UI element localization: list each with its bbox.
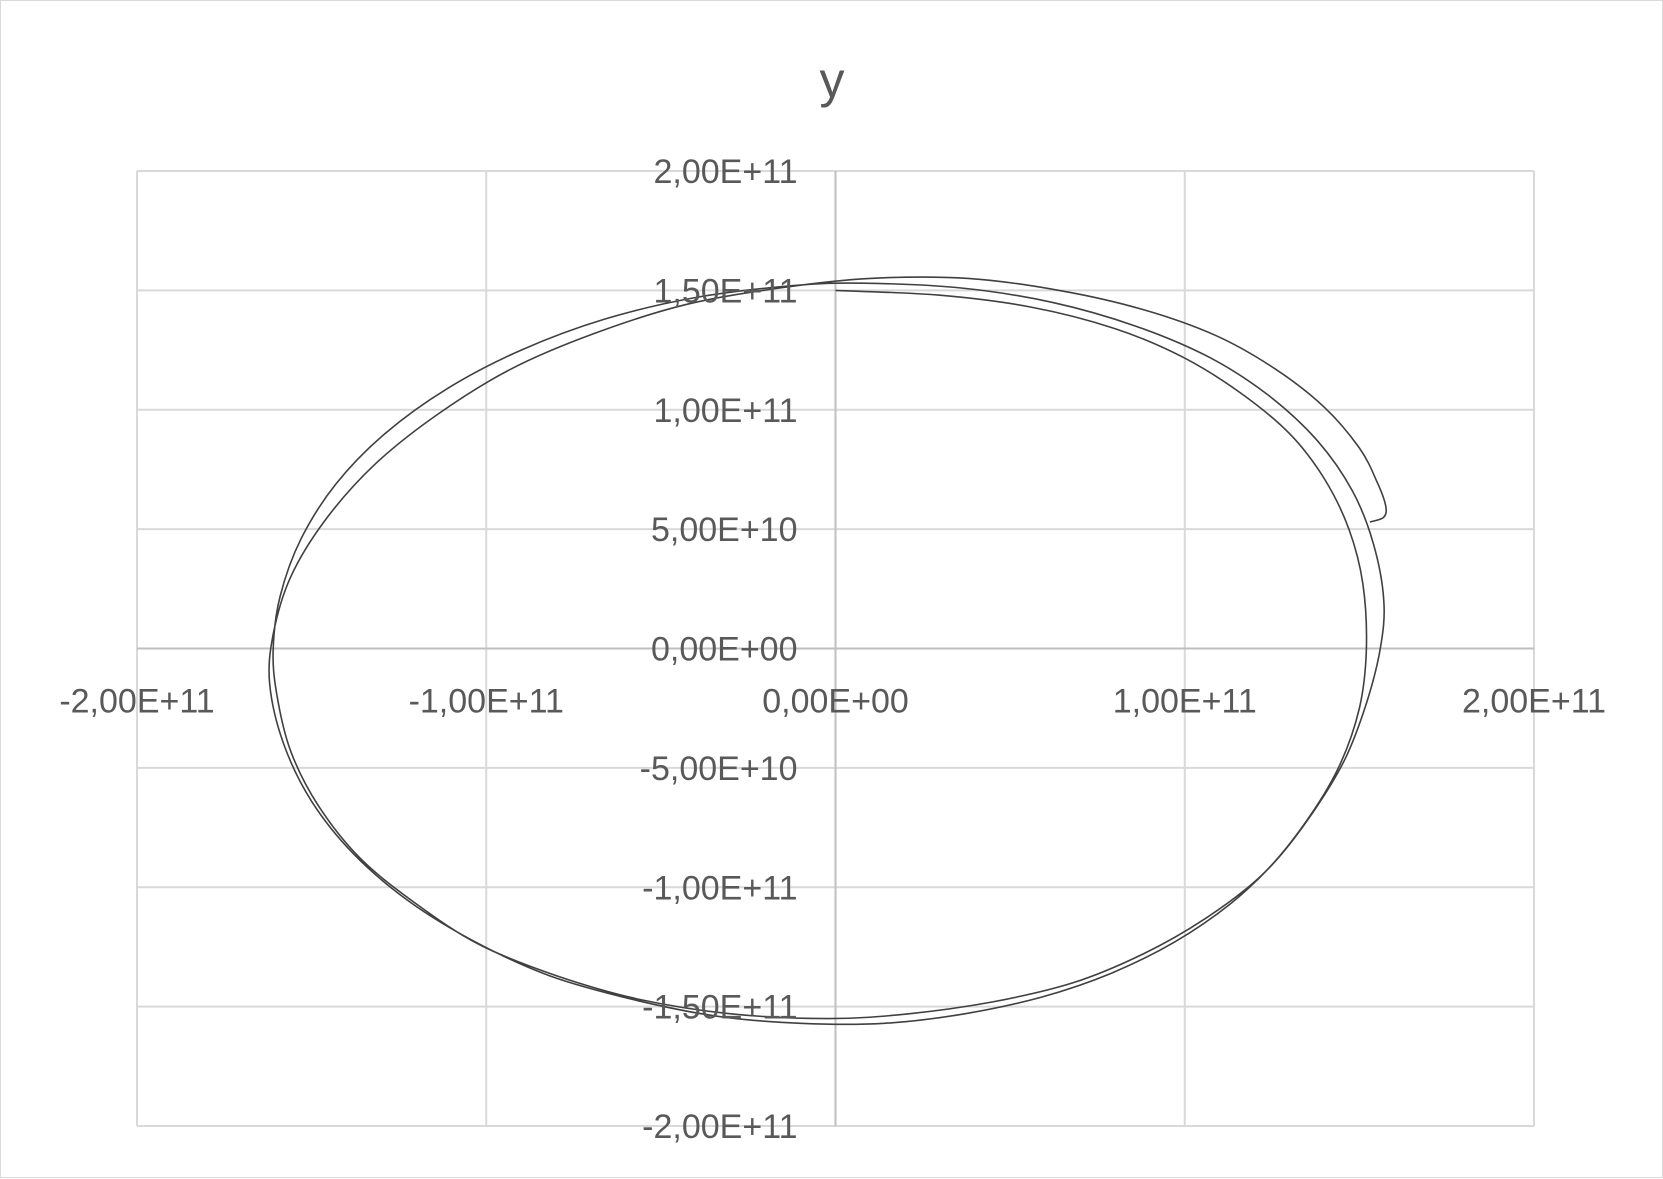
x-tick-label-0: -2,00E+11 [59, 683, 214, 721]
y-tick-label-0: 2,00E+11 [653, 153, 797, 191]
y-tick-label-5: -5,00E+10 [640, 750, 798, 788]
y-tick-label-6: -1,00E+11 [642, 869, 797, 907]
x-tick-label-2: 0,00E+00 [762, 683, 909, 721]
y-tick-label-4: 0,00E+00 [651, 631, 798, 669]
x-tick-label-1: -1,00E+11 [409, 683, 564, 721]
y-tick-label-8: -2,00E+11 [642, 1108, 797, 1146]
series-line-0 [268, 276, 1387, 1026]
chart-title: y [820, 52, 845, 108]
y-tick-label-1: 1,50E+11 [653, 272, 797, 310]
x-tick-label-4: 2,00E+11 [1462, 683, 1606, 721]
y-tick-label-2: 1,00E+11 [653, 392, 797, 430]
y-tick-label-7: -1,50E+11 [642, 989, 797, 1027]
tick-labels: -2,00E+11 -1,00E+11 0,00E+00 1,00E+11 2,00E+… [59, 153, 1606, 1146]
series-layer [268, 276, 1387, 1026]
x-tick-label-3: 1,00E+11 [1113, 683, 1257, 721]
y-tick-label-3: 5,00E+10 [651, 511, 798, 549]
axes [137, 171, 1534, 1126]
